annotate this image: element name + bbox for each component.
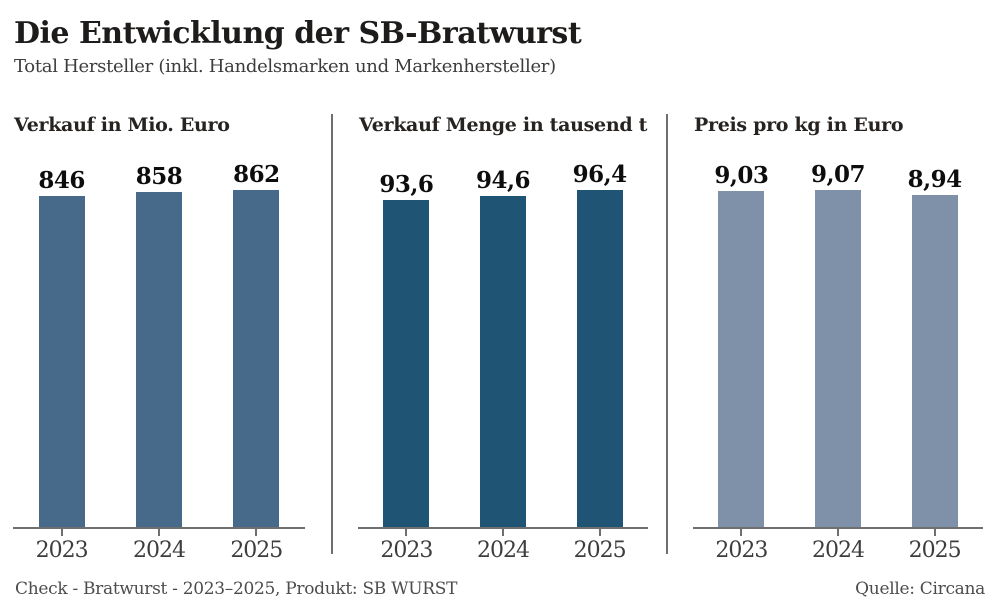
bar-2024 (480, 196, 526, 527)
bar-group-2025: 96,4 (551, 138, 648, 527)
axis-tick (837, 529, 839, 536)
axis-ticks (358, 529, 648, 536)
x-tick-label: 2023 (715, 538, 768, 563)
chart-subtitle: Total Hersteller (inkl. Handelsmarken un… (14, 56, 556, 77)
bar-group-2024: 9,07 (790, 138, 887, 527)
x-tick-label: 2024 (812, 538, 865, 563)
axis-tick (502, 529, 504, 536)
charts-row: Verkauf in Mio. Euro 846 858 862 (0, 100, 1000, 564)
plot-area: 93,6 94,6 96,4 (358, 138, 648, 527)
bar-value-label: 9,03 (714, 162, 769, 189)
panel-divider (666, 114, 668, 554)
axis-tick (60, 529, 63, 536)
x-tick-label: 2023 (380, 538, 433, 563)
axis-tick (933, 529, 936, 536)
panel-title: Preis pro kg in Euro (694, 114, 904, 136)
bar-group-2024: 94,6 (455, 138, 552, 527)
x-axis (13, 527, 305, 529)
bar-value-label: 9,07 (810, 161, 866, 188)
bar-2025 (576, 190, 623, 527)
source-credit: Quelle: Circana (855, 579, 985, 599)
axis-tick (405, 529, 408, 536)
bar-2024 (135, 192, 182, 527)
x-tick-label: 2023 (35, 538, 89, 563)
chart-title: Die Entwicklung der SB-Bratwurst (14, 16, 582, 51)
x-tick-labels: 2023 2024 2025 (358, 538, 648, 564)
bar-value-label: 94,6 (475, 167, 531, 194)
bar-2024 (815, 190, 861, 527)
x-tick-labels: 2023 2024 2025 (13, 538, 305, 564)
panel-preis-pro-kg: Preis pro kg in Euro 9,03 9,07 8,94 (668, 100, 1000, 564)
plot-area: 846 858 862 (13, 138, 305, 527)
figure-footer: Check - Bratwurst - 2023–2025, Produkt: … (0, 578, 1000, 600)
bar-value-label: 862 (233, 161, 280, 188)
bar-group-2024: 858 (110, 138, 207, 527)
x-tick-label: 2024 (477, 538, 530, 563)
bar-group-2023: 93,6 (358, 138, 455, 527)
axis-tick (598, 529, 601, 536)
bar-value-label: 8,94 (907, 166, 963, 193)
bar-2025 (911, 195, 958, 527)
axis-tick (255, 529, 258, 536)
plot-area: 9,03 9,07 8,94 (693, 138, 983, 527)
x-tick-label: 2025 (908, 538, 962, 563)
bar-2025 (233, 190, 280, 527)
bar-2023 (383, 200, 430, 527)
bar-value-label: 96,4 (572, 161, 628, 188)
bar-2023 (38, 196, 85, 527)
figure-header: Die Entwicklung der SB-Bratwurst Total H… (0, 0, 1000, 80)
axis-ticks (693, 529, 983, 536)
x-tick-label: 2025 (230, 538, 283, 563)
axis-tick (157, 529, 160, 536)
x-axis (358, 527, 648, 529)
bar-value-label: 93,6 (379, 171, 434, 198)
bar-group-2025: 862 (208, 138, 305, 527)
bar-group-2023: 9,03 (693, 138, 790, 527)
panel-verkauf-menge: Verkauf Menge in tausend t 93,6 94,6 96,… (333, 100, 666, 564)
panel-verkauf-mio-euro: Verkauf in Mio. Euro 846 858 862 (0, 100, 331, 564)
panel-title: Verkauf Menge in tausend t (359, 114, 648, 136)
x-tick-labels: 2023 2024 2025 (693, 538, 983, 564)
bar-value-label: 846 (38, 167, 85, 194)
x-tick-label: 2025 (573, 538, 627, 563)
bar-group-2023: 846 (13, 138, 110, 527)
axis-ticks (13, 529, 305, 536)
bar-2023 (718, 191, 765, 527)
panel-title: Verkauf in Mio. Euro (14, 114, 230, 136)
bar-value-label: 858 (135, 163, 183, 190)
footer-note: Check - Bratwurst - 2023–2025, Produkt: … (15, 579, 458, 599)
panel-divider (331, 114, 333, 554)
x-axis (693, 527, 983, 529)
bar-group-2025: 8,94 (886, 138, 983, 527)
axis-tick (740, 529, 743, 536)
x-tick-label: 2024 (132, 538, 186, 563)
